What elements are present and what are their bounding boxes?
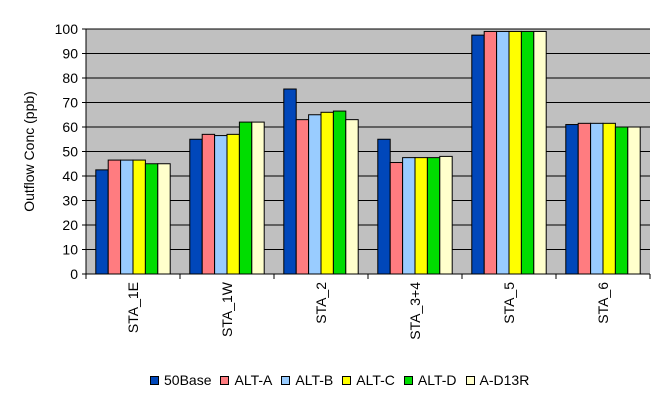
legend-item: ALT-B <box>281 372 333 388</box>
bar <box>226 133 240 275</box>
bar <box>520 30 535 275</box>
bar <box>565 124 579 275</box>
legend-label: ALT-C <box>356 372 395 388</box>
bar <box>508 30 522 275</box>
y-tick-label: 10 <box>62 242 78 258</box>
legend-swatch <box>465 375 475 385</box>
y-tick-label: 80 <box>62 70 78 86</box>
bar <box>402 157 416 275</box>
bar <box>95 169 109 275</box>
bar <box>389 162 404 275</box>
legend-label: A-D13R <box>479 372 530 388</box>
y-axis-tick-labels: 0 10 20 30 40 50 60 70 80 90 100 <box>55 21 79 282</box>
axes <box>85 29 651 279</box>
y-tick-label: 0 <box>70 266 78 282</box>
x-tick-label: STA_1E <box>125 282 141 333</box>
legend-item: 50Base <box>150 372 211 388</box>
bar <box>577 122 592 275</box>
bar <box>533 30 547 275</box>
legend-item: A-D13R <box>465 372 530 388</box>
x-tick-label: STA_3+4 <box>407 282 423 340</box>
bar <box>496 30 510 275</box>
bar <box>320 111 334 275</box>
bar <box>189 138 203 275</box>
legend-swatch <box>403 375 413 385</box>
y-tick-label: 50 <box>62 144 78 160</box>
legend-label: ALT-B <box>295 372 334 388</box>
gridlines <box>82 28 650 275</box>
bar <box>602 122 616 275</box>
bar <box>614 126 629 275</box>
bar <box>414 157 428 275</box>
y-tick-label: 90 <box>62 46 78 62</box>
y-tick-label: 30 <box>62 193 78 209</box>
y-tick-label: 60 <box>62 119 78 135</box>
bar <box>157 163 171 275</box>
bar <box>332 110 347 275</box>
legend-swatch <box>281 375 291 385</box>
x-axis-tick-labels: STA_1E STA_1W STA_2 STA_3+4 STA_5 STA_6 <box>125 281 611 340</box>
bar <box>471 34 485 275</box>
bar <box>439 155 453 275</box>
bars <box>95 30 641 275</box>
y-tick-label: 100 <box>55 21 79 37</box>
legend-item: ALT-C <box>342 372 395 388</box>
legend-item: ALT-A <box>220 372 272 388</box>
x-tick-label: STA_1W <box>219 281 235 337</box>
bar <box>120 159 134 275</box>
legend: 50Base ALT-A ALT-B ALT-C ALT-D A-D13R <box>150 370 538 390</box>
legend-swatch <box>150 375 159 385</box>
bar <box>251 121 265 275</box>
bar <box>295 119 310 275</box>
legend-label: ALT-A <box>234 372 273 388</box>
bar <box>345 119 359 275</box>
y-tick-label: 20 <box>62 217 78 233</box>
x-tick-label: STA_6 <box>595 282 611 324</box>
y-tick-label: 40 <box>62 168 78 184</box>
bar <box>132 159 146 275</box>
legend-swatch <box>342 375 352 385</box>
bar <box>144 163 159 275</box>
bar <box>238 121 253 275</box>
bar <box>627 126 641 275</box>
legend-item: ALT-D <box>403 372 457 388</box>
x-tick-label: STA_5 <box>501 282 517 324</box>
bar <box>377 138 391 275</box>
bar <box>308 114 322 275</box>
bar <box>283 88 297 275</box>
bar <box>483 30 498 275</box>
legend-swatch <box>220 375 230 385</box>
bar <box>214 135 228 275</box>
y-axis-title: Outflow Conc (ppb) <box>21 91 37 212</box>
legend-label: ALT-D <box>417 372 457 388</box>
y-tick-label: 70 <box>62 95 78 111</box>
x-tick-label: STA_2 <box>313 282 329 324</box>
bar <box>107 159 122 275</box>
bar <box>590 122 604 275</box>
bar <box>426 157 441 275</box>
bar <box>201 133 216 275</box>
legend-label: 50Base <box>164 372 212 388</box>
